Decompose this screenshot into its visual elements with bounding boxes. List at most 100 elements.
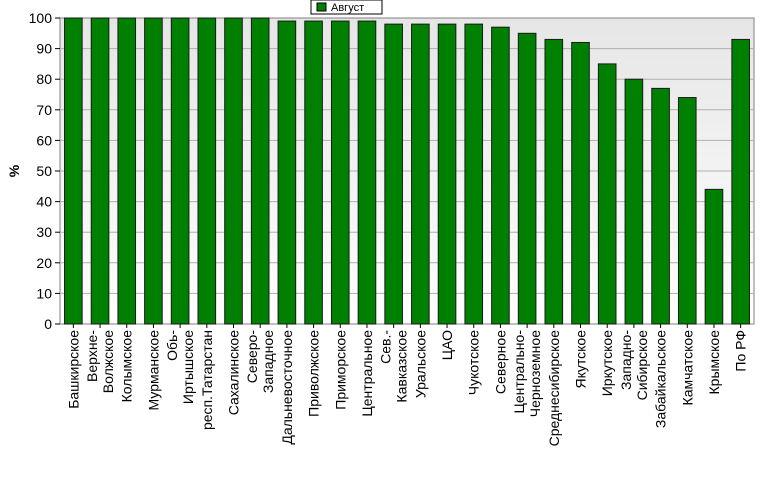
x-tick-label-line: По РФ	[733, 330, 749, 372]
x-tick-label: Сахалинское	[226, 330, 242, 415]
x-tick-label-line: Мурманское	[145, 330, 161, 411]
x-tick-label-line: Дальневосточное	[279, 330, 295, 445]
x-tick-label: Забайкальское	[653, 330, 669, 428]
x-tick-label: Башкирское	[65, 330, 81, 409]
x-axis-ticks: Башкирское Верхне-Волжское Колымское Мурман…	[65, 324, 749, 447]
x-tick-label: Центральное	[359, 330, 375, 417]
x-tick-label-line: Приморское	[332, 330, 348, 410]
x-tick-label-line: Крымское	[706, 330, 722, 395]
bar	[197, 17, 217, 325]
y-tick-label: 90	[36, 41, 52, 57]
x-tick-label: Иркутское	[599, 330, 615, 396]
y-tick-label: 80	[36, 71, 52, 87]
bar	[224, 17, 243, 325]
x-tick-label: По РФ	[733, 330, 749, 372]
y-tick-label: 10	[36, 285, 52, 301]
x-tick-label-line: Приволжское	[306, 330, 322, 417]
y-tick-label: 40	[36, 194, 52, 210]
bar	[651, 87, 670, 325]
bar	[330, 20, 350, 325]
x-tick-label: Мурманское	[145, 330, 161, 411]
y-tick-label: 60	[36, 132, 52, 148]
x-tick-label-line: Якутское	[573, 330, 589, 389]
x-tick-label: Колымское	[119, 330, 135, 403]
x-tick-label: Центрально-Черноземное	[511, 330, 543, 418]
y-tick-label: 0	[44, 316, 52, 332]
bar	[277, 20, 297, 325]
bar	[437, 23, 457, 325]
x-tick-label-line: Северное	[492, 330, 508, 394]
x-tick-label: Дальневосточное	[279, 330, 295, 445]
bar	[357, 20, 377, 325]
x-tick-label-line: Кавказское	[394, 330, 410, 403]
x-tick-label: Уральское	[412, 330, 428, 398]
x-tick-label-line: Сахалинское	[226, 330, 242, 415]
x-tick-label-line: ЦАО	[439, 330, 455, 360]
x-tick-label-line: Черноземное	[527, 330, 543, 417]
bar	[304, 20, 323, 325]
x-tick-label: Северо-Западное	[244, 330, 276, 393]
x-tick-label-line: Северо-	[244, 330, 260, 384]
x-tick-label: ЦАО	[439, 330, 455, 360]
bar	[624, 78, 644, 325]
bar	[544, 38, 564, 325]
x-tick-label: Сев.-Кавказское	[378, 330, 410, 403]
x-tick-label-line: Уральское	[412, 330, 428, 398]
x-tick-label: Северное	[492, 330, 508, 394]
x-tick-label-line: Забайкальское	[653, 330, 669, 428]
y-tick-label: 20	[36, 255, 52, 271]
y-axis-title: %	[6, 164, 22, 177]
bar	[731, 38, 750, 325]
x-tick-label-line: Обь-	[164, 330, 180, 361]
x-tick-label: Приволжское	[306, 330, 322, 417]
bar	[90, 17, 110, 325]
bar	[491, 26, 510, 325]
bar	[517, 32, 537, 325]
x-tick-label-line: Иркутское	[599, 330, 615, 396]
y-tick-label: 30	[36, 224, 52, 240]
x-tick-label: респ.Татарстан	[199, 330, 215, 430]
x-tick-label: Верхне-Волжское	[84, 330, 116, 394]
bar	[411, 23, 430, 325]
x-tick-label-line: Сев.-	[378, 330, 394, 364]
x-tick-label: Крымское	[706, 330, 722, 395]
bar	[250, 17, 270, 325]
x-tick-label-line: Башкирское	[65, 330, 81, 409]
legend-swatch	[316, 2, 327, 12]
x-tick-label-line: Камчатское	[679, 330, 695, 406]
x-tick-label: Среднесибирское	[546, 330, 562, 447]
x-tick-label-line: Центрально-	[511, 330, 527, 414]
x-tick-label: Чукотское	[466, 330, 482, 395]
legend-label: Август	[331, 2, 364, 14]
x-tick-label-line: Верхне-	[84, 330, 100, 382]
bar	[117, 17, 137, 325]
x-tick-label-line: Колымское	[119, 330, 135, 403]
y-tick-label: 70	[36, 102, 52, 118]
bar	[464, 23, 484, 325]
x-tick-label-line: Иртышское	[180, 330, 196, 404]
x-tick-label: Камчатское	[679, 330, 695, 406]
bar	[704, 188, 724, 325]
bar	[677, 97, 697, 325]
y-axis-ticks: 0 10 20 30 40 50 60 70 80 90 100	[29, 10, 60, 332]
bar	[384, 23, 403, 325]
bar	[64, 17, 83, 325]
x-tick-label: Западно-Сибирское	[618, 330, 650, 401]
x-tick-label-line: Волжское	[100, 330, 116, 393]
bar	[170, 17, 190, 325]
x-tick-label-line: Чукотское	[466, 330, 482, 395]
bar	[144, 17, 163, 325]
x-tick-label: Приморское	[332, 330, 348, 410]
x-tick-label-line: Западное	[260, 330, 276, 393]
x-tick-label: Обь-Иртышское	[164, 330, 196, 404]
bar-series	[64, 17, 750, 325]
x-tick-label-line: респ.Татарстан	[199, 330, 215, 430]
bar	[597, 63, 617, 325]
legend: Август	[310, 0, 383, 15]
bar	[571, 41, 590, 325]
legend-box	[310, 0, 383, 15]
x-tick-label-line: Западно-	[618, 330, 634, 390]
y-tick-label: 50	[36, 163, 52, 179]
x-tick-label: Якутское	[573, 330, 589, 389]
